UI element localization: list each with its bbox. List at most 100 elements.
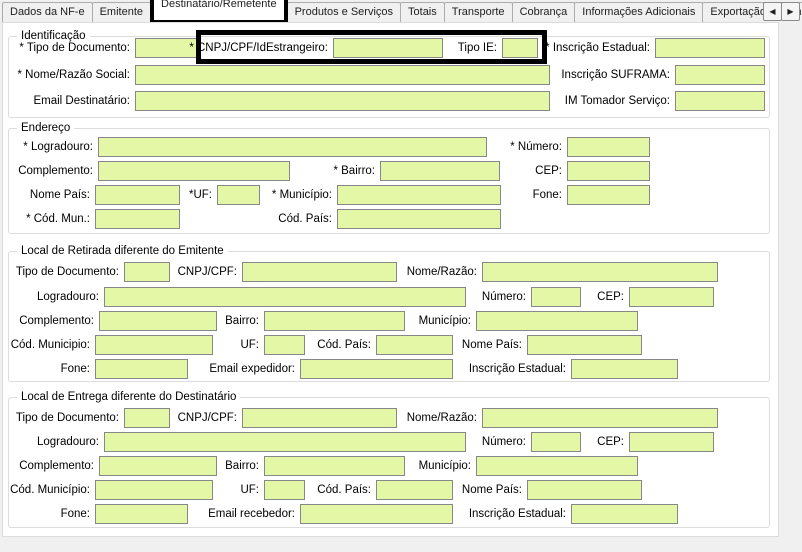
field-end-cod-pais: Cód. País: xyxy=(278,209,501,229)
ret-municipio-input[interactable] xyxy=(476,311,638,331)
ent-tipo-documento-input[interactable] xyxy=(124,408,170,428)
ret-cod-municipio-input[interactable] xyxy=(95,335,213,355)
ent-uf-input[interactable] xyxy=(264,480,305,500)
label-ident-im-tomador: IM Tomador Serviço: xyxy=(564,95,670,107)
ident-email-input[interactable] xyxy=(135,91,550,111)
end-cod-mun-input[interactable] xyxy=(95,209,180,229)
label-ent-bairro: Bairro: xyxy=(225,460,259,472)
groupbox-retirada: Local de Retirada diferente do Emitente xyxy=(8,244,770,382)
ident-cnpj-input[interactable] xyxy=(333,38,443,58)
ent-bairro-input[interactable] xyxy=(264,456,405,476)
ret-complemento-input[interactable] xyxy=(99,311,217,331)
tab-dados-da-nfe[interactable]: Dados da NF-e xyxy=(2,2,93,22)
label-ent-tipo-documento: Tipo de Documento: xyxy=(15,412,119,424)
label-end-uf: *UF: xyxy=(189,189,212,201)
ret-numero-input[interactable] xyxy=(531,287,581,307)
ret-nome-razao-input[interactable] xyxy=(482,262,718,282)
end-numero-input[interactable] xyxy=(567,137,650,157)
field-ret-bairro: Bairro: xyxy=(225,311,405,331)
label-ent-cep: CEP: xyxy=(597,436,624,448)
field-ent-cnpj-cpf: CNPJ/CPF: xyxy=(178,408,397,428)
ent-nome-pais-input[interactable] xyxy=(527,480,642,500)
groupbox-endereco: Endereço xyxy=(8,121,770,234)
ident-tipo-ie-input[interactable] xyxy=(502,38,538,58)
label-ident-email: Email Destinatário: xyxy=(33,95,130,107)
tab-emitente[interactable]: Emitente xyxy=(91,2,152,22)
ret-email-expedidor-input[interactable] xyxy=(300,359,453,379)
label-end-nome-pais: Nome País: xyxy=(29,189,90,201)
ret-logradouro-input[interactable] xyxy=(104,287,466,307)
end-complemento-input[interactable] xyxy=(98,161,290,181)
field-ret-cep: CEP: xyxy=(597,287,714,307)
field-end-complemento: Complemento: xyxy=(18,161,290,181)
field-ret-complemento: Complemento: xyxy=(19,311,217,331)
end-fone-input[interactable] xyxy=(567,185,650,205)
tab-informacoes-adicionais[interactable]: Informações Adicionais xyxy=(574,2,704,22)
ret-bairro-input[interactable] xyxy=(264,311,405,331)
ent-nome-razao-input[interactable] xyxy=(482,408,718,428)
tab-transporte[interactable]: Transporte xyxy=(443,2,513,22)
end-nome-pais-input[interactable] xyxy=(95,185,180,205)
end-uf-input[interactable] xyxy=(217,185,260,205)
end-cep-input[interactable] xyxy=(567,161,650,181)
field-ident-cnpj: * CNPJ/CPF/IdEstrangeiro: xyxy=(189,38,443,58)
ret-uf-input[interactable] xyxy=(264,335,305,355)
tab-scroll-right-icon[interactable]: ▶ xyxy=(781,2,800,21)
ent-email-recebedor-input[interactable] xyxy=(300,504,453,524)
label-end-logradouro: * Logradouro: xyxy=(23,141,93,153)
label-ent-fone: Fone: xyxy=(60,508,90,520)
label-ident-tipo-documento: * Tipo de Documento: xyxy=(19,42,130,54)
label-ent-cod-municipio: Cód. Município: xyxy=(10,484,90,496)
ent-cod-municipio-input[interactable] xyxy=(95,480,213,500)
ent-inscricao-estadual-input[interactable] xyxy=(571,504,678,524)
ent-municipio-input[interactable] xyxy=(476,456,638,476)
tab-totais[interactable]: Totais xyxy=(400,2,445,22)
field-end-cod-mun: * Cód. Mun.: xyxy=(26,209,180,229)
ent-logradouro-input[interactable] xyxy=(104,432,466,452)
ent-cnpj-cpf-input[interactable] xyxy=(242,408,397,428)
field-ident-nome-razao: * Nome/Razão Social: xyxy=(18,65,550,85)
field-ent-cep: CEP: xyxy=(597,432,714,452)
ret-fone-input[interactable] xyxy=(95,359,188,379)
label-ret-cod-municipio: Cód. Municipio: xyxy=(10,339,90,351)
ent-fone-input[interactable] xyxy=(95,504,188,524)
end-bairro-input[interactable] xyxy=(380,161,500,181)
tab-destinatario-remetente[interactable]: Destinatário/Remetente xyxy=(150,0,288,22)
field-ret-inscricao-estadual: Inscrição Estadual: xyxy=(469,359,678,379)
ident-inscricao-estadual-input[interactable] xyxy=(655,38,765,58)
end-cod-pais-input[interactable] xyxy=(337,209,501,229)
label-ret-uf: UF: xyxy=(240,339,259,351)
field-ent-complemento: Complemento: xyxy=(19,456,217,476)
tab-produtos-e-servicos[interactable]: Produtos e Serviços xyxy=(286,2,402,22)
end-municipio-input[interactable] xyxy=(337,185,501,205)
tab-scroll-left-icon[interactable]: ◀ xyxy=(763,2,782,21)
ret-cep-input[interactable] xyxy=(629,287,714,307)
label-end-bairro: * Bairro: xyxy=(333,165,375,177)
field-ent-email-recebedor: Email recebedor: xyxy=(208,504,453,524)
label-end-complemento: Complemento: xyxy=(18,165,93,177)
ident-im-tomador-input[interactable] xyxy=(675,91,765,111)
field-end-logradouro: * Logradouro: xyxy=(23,137,487,157)
ident-tipo-documento-input[interactable] xyxy=(135,38,197,58)
ent-cep-input[interactable] xyxy=(629,432,714,452)
end-logradouro-input[interactable] xyxy=(98,137,487,157)
tab-cobranca[interactable]: Cobrança xyxy=(511,2,576,22)
label-ent-uf: UF: xyxy=(240,484,259,496)
ent-numero-input[interactable] xyxy=(531,432,581,452)
ret-inscricao-estadual-input[interactable] xyxy=(571,359,678,379)
field-ret-cnpj-cpf: CNPJ/CPF: xyxy=(178,262,397,282)
ent-cod-pais-input[interactable] xyxy=(376,480,453,500)
field-ent-nome-pais: Nome País: xyxy=(462,480,642,500)
ret-nome-pais-input[interactable] xyxy=(527,335,642,355)
ent-complemento-input[interactable] xyxy=(99,456,217,476)
ret-cod-pais-input[interactable] xyxy=(376,335,453,355)
field-ret-cod-municipio: Cód. Municipio: xyxy=(11,335,213,355)
ret-cnpj-cpf-input[interactable] xyxy=(242,262,397,282)
tab-scroll-buttons: ◀ ▶ xyxy=(763,2,800,21)
field-ident-tipo-documento: * Tipo de Documento: xyxy=(19,38,197,58)
field-ent-nome-razao: Nome/Razão: xyxy=(407,408,718,428)
field-ret-municipio: Município: xyxy=(419,311,638,331)
ident-suframa-input[interactable] xyxy=(675,65,765,85)
ident-nome-razao-input[interactable] xyxy=(135,65,550,85)
ret-tipo-documento-input[interactable] xyxy=(124,262,170,282)
